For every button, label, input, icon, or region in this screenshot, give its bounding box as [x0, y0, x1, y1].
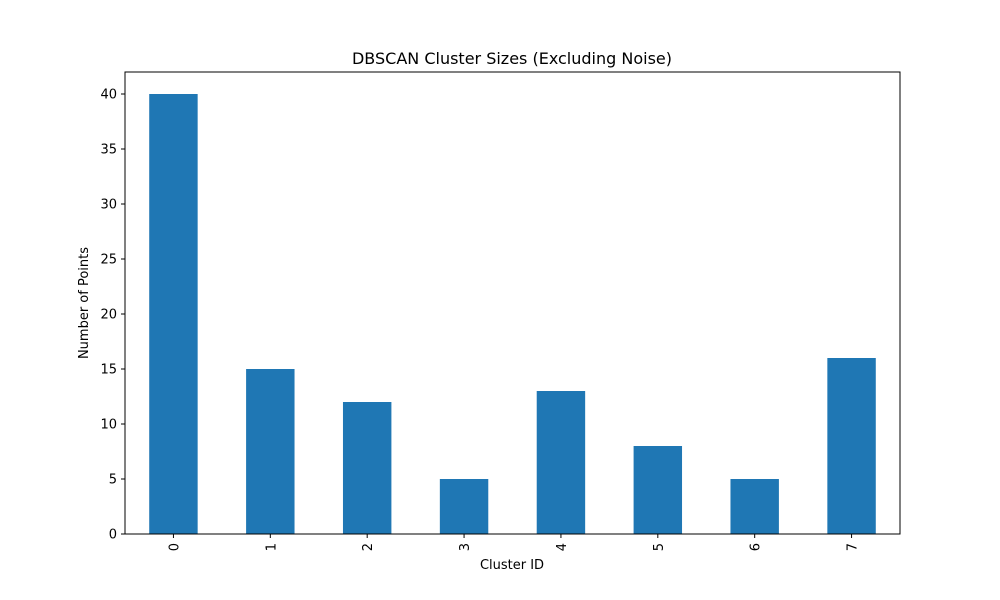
bars-group: [149, 94, 876, 534]
y-tick-label: 30: [100, 198, 117, 213]
bar-cluster-4: [536, 391, 586, 534]
x-axis-ticks: 0 1 2 3 4 5 6 7: [167, 534, 861, 551]
x-tick-label: 0: [167, 543, 182, 551]
x-tick-label: 1: [264, 543, 279, 551]
x-axis-label: Cluster ID: [480, 558, 544, 573]
bar-cluster-5: [633, 446, 683, 534]
x-tick-label: 6: [749, 543, 764, 551]
y-axis-label: Number of Points: [77, 247, 92, 359]
y-tick-label: 35: [100, 143, 117, 158]
y-tick-label: 25: [100, 253, 117, 268]
x-tick-label: 4: [555, 543, 570, 551]
bar-cluster-0: [149, 94, 198, 534]
bar-cluster-2: [342, 402, 392, 534]
bar-cluster-3: [439, 479, 489, 534]
y-tick-label: 40: [100, 88, 117, 103]
x-tick-label: 3: [458, 543, 473, 551]
y-tick-label: 15: [100, 363, 117, 378]
bar-cluster-6: [730, 479, 779, 534]
y-tick-label: 5: [109, 473, 117, 488]
y-tick-label: 10: [100, 418, 117, 433]
chart-title: DBSCAN Cluster Sizes (Excluding Noise): [352, 49, 672, 68]
bar-cluster-1: [246, 369, 295, 534]
x-tick-label: 2: [361, 543, 376, 551]
x-tick-label: 7: [846, 543, 861, 551]
x-tick-label: 5: [652, 543, 667, 551]
y-tick-label: 0: [109, 528, 117, 543]
y-axis-ticks: 0 5 10 15 20 25 30 35 40: [100, 88, 125, 543]
bar-cluster-7: [827, 358, 876, 534]
plot-frame: [124, 71, 901, 535]
y-tick-label: 20: [100, 308, 117, 323]
